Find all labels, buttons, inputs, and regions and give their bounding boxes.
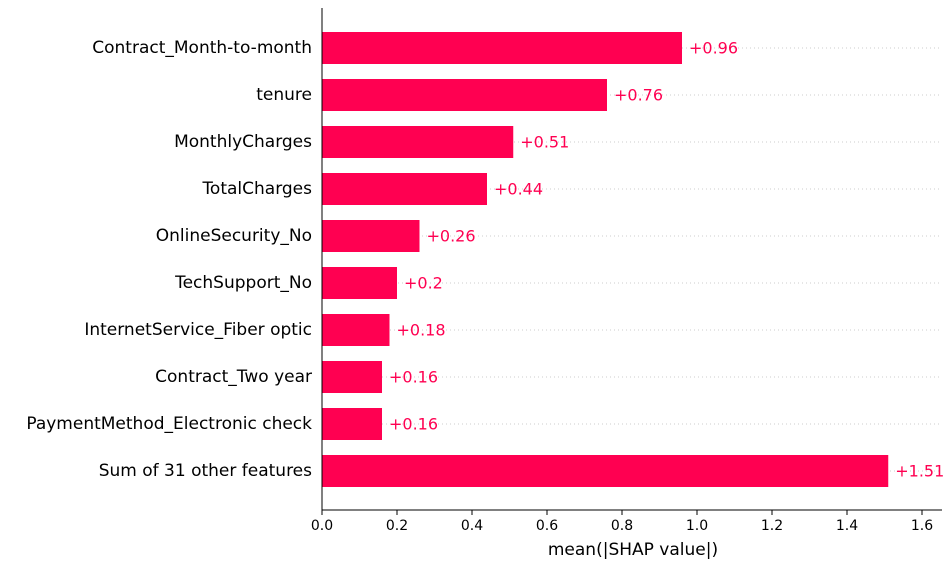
bars [322,32,889,487]
bar [322,220,420,252]
value-label: +0.51 [520,133,569,152]
value-label: +0.44 [494,180,543,199]
category-label: TechSupport_No [174,273,312,293]
value-label: +1.51 [895,462,944,481]
x-tick-label: 0.4 [461,518,483,534]
value-label: +0.16 [389,415,438,434]
x-tick-label: 0.6 [536,518,558,534]
x-axis-label: mean(|SHAP value|) [548,540,718,560]
x-tick-label: 1.6 [911,518,933,534]
axes [321,8,942,511]
category-label: PaymentMethod_Electronic check [26,414,312,434]
x-tick-label: 1.0 [686,518,708,534]
category-label: InternetService_Fiber optic [84,320,312,340]
category-label: MonthlyCharges [174,132,312,152]
bar [322,126,514,158]
bar [322,173,487,205]
x-tick-label: 1.2 [761,518,783,534]
category-label: TotalCharges [201,179,312,199]
x-tick-label: 0.2 [386,518,408,534]
bar [322,314,390,346]
category-label: Sum of 31 other features [99,461,312,481]
guide-lines [322,47,942,472]
x-tick-label: 0.8 [611,518,633,534]
bar [322,32,682,64]
value-label: +0.2 [404,274,443,293]
value-label: +0.16 [389,368,438,387]
x-tick-label: 0.0 [311,518,333,534]
bar [322,361,382,393]
x-tick-label: 1.4 [836,518,858,534]
value-label: +0.96 [689,39,738,58]
bar [322,455,889,487]
category-label: tenure [256,85,312,105]
bar [322,79,607,111]
category-label: Contract_Month-to-month [92,38,312,58]
value-label: +0.76 [614,86,663,105]
bar [322,408,382,440]
value-labels: +0.96 +0.76 +0.51 +0.44 +0.26 +0.2 +0.18 +0.16 +… [389,39,944,481]
category-label: OnlineSecurity_No [156,226,312,246]
bar [322,267,397,299]
x-axis-ticks: 0.0 0.2 0.4 0.6 0.8 1.0 1.2 1.4 1.6 [311,510,933,534]
category-label: Contract_Two year [155,367,312,387]
value-label: +0.18 [397,321,446,340]
value-label: +0.26 [427,227,476,246]
